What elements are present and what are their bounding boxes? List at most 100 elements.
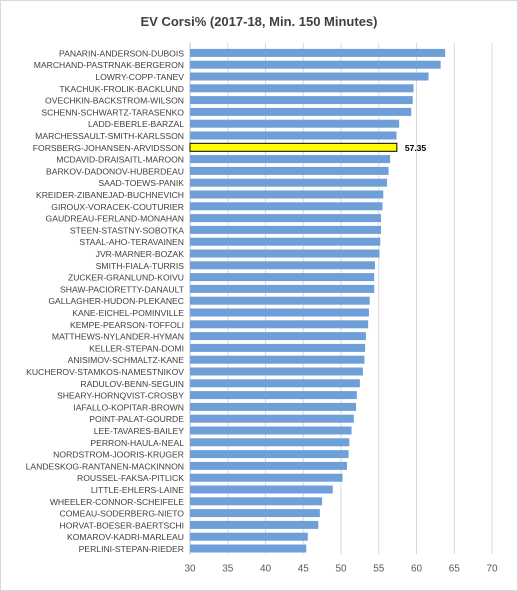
category-label: POINT-PALAT-GOURDE xyxy=(89,414,184,424)
category-label: KOMAROV-KADRI-MARLEAU xyxy=(67,532,184,542)
x-tick-label: 70 xyxy=(486,563,498,574)
category-label: LEE-TAVARES-BAILEY xyxy=(94,426,185,436)
x-tick-labels: 30 35 40 45 50 55 60 65 70 xyxy=(184,563,498,574)
category-label: TKACHUK-FROLIK-BACKLUND xyxy=(59,84,184,94)
category-label: STEEN-STASTNY-SOBOTKA xyxy=(70,225,184,235)
category-label: HORVAT-BOESER-BAERTSCHI xyxy=(60,520,184,530)
category-label: ROUSSEL-FAKSA-PITLICK xyxy=(77,473,184,483)
category-label: LANDESKOG-RANTANEN-MACKINNON xyxy=(26,461,184,471)
bar xyxy=(190,473,343,482)
x-tick-label: 45 xyxy=(298,563,310,574)
category-label: STAAL-AHO-TERAVAINEN xyxy=(79,237,184,247)
category-label: COMEAU-SODERBERG-NIETO xyxy=(60,509,185,519)
bar xyxy=(190,402,357,411)
data-label: 57.35 xyxy=(405,143,427,153)
bar xyxy=(190,332,366,341)
category-label: FORSBERG-JOHANSEN-ARVIDSSON xyxy=(33,143,184,153)
category-label: SCHENN-SCHWARTZ-TARASENKO xyxy=(41,107,184,117)
category-label: IAFALLO-KOPITAR-BROWN xyxy=(73,402,184,412)
bar xyxy=(190,72,429,81)
bar xyxy=(190,308,369,317)
bar xyxy=(190,450,349,459)
bar xyxy=(190,202,383,211)
category-label: PERLINI-STEPAN-RIEDER xyxy=(79,544,184,554)
category-label: OVECHKIN-BACKSTROM-WILSON xyxy=(45,96,184,106)
category-labels: PANARIN-ANDERSON-DUBOIS MARCHAND-PASTRNAK… xyxy=(26,48,185,554)
bar xyxy=(190,225,382,234)
bar xyxy=(190,532,308,541)
category-label: PERRON-HAULA-NEAL xyxy=(90,438,184,448)
category-label: KANE-EICHEL-POMINVILLE xyxy=(72,308,184,318)
category-label: ANISIMOV-SCHMALTZ-KANE xyxy=(68,355,185,365)
bar xyxy=(190,485,333,494)
category-label: KEMPE-PEARSON-TOFFOLI xyxy=(70,320,184,330)
bars xyxy=(189,48,446,553)
bar xyxy=(190,414,354,423)
bar xyxy=(190,107,412,116)
bar xyxy=(190,96,413,105)
bar xyxy=(190,343,366,352)
bar xyxy=(190,190,384,199)
category-label: KELLER-STEPAN-DOMI xyxy=(89,343,184,353)
category-label: LOWRY-COPP-TANEV xyxy=(95,72,184,82)
category-label: MATTHEWS-NYLANDER-HYMAN xyxy=(52,332,184,342)
category-label: LADD-EBERLE-BARZAL xyxy=(88,119,184,129)
category-label: ZUCKER-GRANLUND-KOIVU xyxy=(68,273,184,283)
bar xyxy=(190,509,320,518)
bar xyxy=(190,497,323,506)
category-label: SHEARY-HORNQVIST-CROSBY xyxy=(57,391,184,401)
bar xyxy=(190,284,375,293)
bar xyxy=(189,142,398,152)
bar xyxy=(190,214,382,223)
bar xyxy=(190,544,307,553)
bar xyxy=(190,166,389,175)
bar xyxy=(190,355,365,364)
bar xyxy=(190,84,414,93)
category-label: JVR-MARNER-BOZAK xyxy=(96,249,185,259)
bar xyxy=(190,60,441,69)
category-label: MARCHAND-PASTRNAK-BERGERON xyxy=(34,60,184,70)
bar xyxy=(190,178,388,187)
bar xyxy=(190,296,370,305)
category-label: SMITH-FIALA-TURRIS xyxy=(96,261,185,271)
bar xyxy=(190,520,319,529)
category-label: MARCHESSAULT-SMITH-KARLSSON xyxy=(35,131,184,141)
bar xyxy=(190,261,375,270)
category-label: SHAW-PACIORETTY-DANAULT xyxy=(60,284,185,294)
category-label: LITTLE-EHLERS-LAINE xyxy=(91,485,184,495)
bar xyxy=(190,320,369,329)
x-tick-label: 40 xyxy=(260,563,272,574)
bar xyxy=(190,131,397,140)
x-tick-label: 50 xyxy=(335,563,347,574)
x-tick-label: 30 xyxy=(184,563,196,574)
bar xyxy=(190,391,357,400)
x-tick-label: 65 xyxy=(449,563,461,574)
data-labels: 57.35 xyxy=(405,143,427,153)
x-tick-label: 55 xyxy=(373,563,385,574)
x-tick-label: 60 xyxy=(411,563,423,574)
category-label: KUCHEROV-STAMKOS-NAMESTNIKOV xyxy=(26,367,184,377)
category-label: BARKOV-DADONOV-HUBERDEAU xyxy=(46,166,184,176)
bar xyxy=(190,48,446,57)
bar xyxy=(190,426,352,435)
bar xyxy=(190,367,363,376)
category-label: SAAD-TOEWS-PANIK xyxy=(98,178,184,188)
category-label: KREIDER-ZIBANEJAD-BUCHNEVICH xyxy=(36,190,184,200)
x-tick-label: 35 xyxy=(222,563,234,574)
bar xyxy=(190,155,391,164)
bar xyxy=(190,237,381,246)
category-label: GIROUX-VORACEK-COUTURIER xyxy=(51,202,184,212)
chart-title: EV Corsi% (2017-18, Min. 150 Minutes) xyxy=(140,14,378,29)
category-label: GALLAGHER-HUDON-PLEKANEC xyxy=(48,296,184,306)
category-label: NORDSTROM-JOORIS-KRUGER xyxy=(53,450,184,460)
bar xyxy=(190,438,350,447)
category-label: WHEELER-CONNOR-SCHEIFELE xyxy=(50,497,184,507)
category-label: PANARIN-ANDERSON-DUBOIS xyxy=(59,48,184,58)
category-label: GAUDREAU-FERLAND-MONAHAN xyxy=(46,214,184,224)
bar xyxy=(190,273,375,282)
bar xyxy=(190,461,348,470)
bar xyxy=(190,119,400,128)
bar xyxy=(190,249,380,258)
bar xyxy=(190,379,360,388)
